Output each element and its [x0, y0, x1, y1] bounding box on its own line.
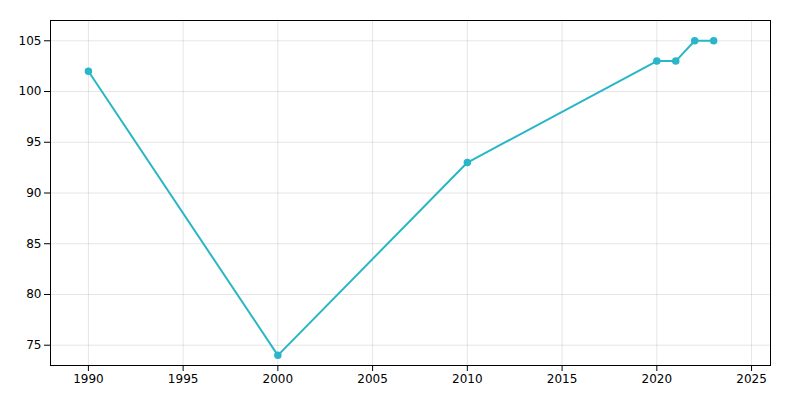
svg-text:1990: 1990 [73, 372, 104, 386]
svg-text:80: 80 [26, 287, 41, 301]
svg-text:2015: 2015 [547, 372, 578, 386]
svg-text:2020: 2020 [642, 372, 673, 386]
svg-text:100: 100 [19, 84, 42, 98]
svg-text:90: 90 [26, 186, 41, 200]
svg-text:2010: 2010 [452, 372, 483, 386]
svg-text:2000: 2000 [263, 372, 294, 386]
svg-text:2005: 2005 [357, 372, 388, 386]
svg-text:2025: 2025 [736, 372, 767, 386]
svg-text:75: 75 [26, 338, 41, 352]
svg-text:85: 85 [26, 237, 41, 251]
svg-text:1995: 1995 [168, 372, 199, 386]
svg-text:95: 95 [26, 135, 41, 149]
svg-text:105: 105 [19, 34, 42, 48]
